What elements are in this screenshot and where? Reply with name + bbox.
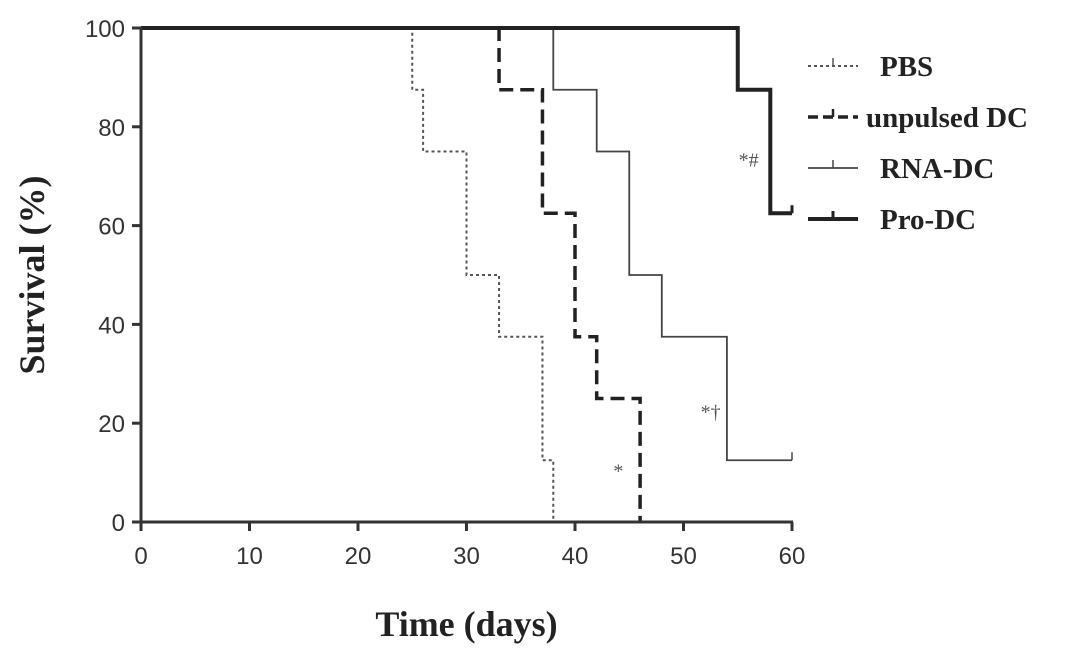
series-layer — [141, 26, 794, 522]
legend-label: PBS — [880, 51, 933, 83]
legend-label: Pro-DC — [880, 204, 976, 236]
series-line-unpulsed-dc — [141, 26, 642, 522]
axes-layer: 0 10 20 30 40 50 60 0 20 40 60 80 100 — [85, 16, 805, 570]
y-tick-label: 40 — [98, 312, 125, 339]
significance-annotation: *† — [701, 401, 721, 423]
x-tick-label: 60 — [779, 543, 806, 570]
legend-label: RNA-DC — [880, 153, 994, 185]
series-line-pbs — [141, 27, 555, 522]
y-axis-title: Survival (%) — [12, 175, 52, 374]
annotation-layer: *# *† * — [613, 149, 758, 482]
legend: PBS unpulsed DC RNA-DC Pro-DC — [808, 51, 1028, 236]
y-tick-label: 60 — [98, 214, 125, 241]
x-tick-label: 0 — [134, 543, 147, 570]
x-axis-title: Time (days) — [375, 604, 557, 644]
x-tick-label: 50 — [670, 543, 697, 570]
x-tick-label: 20 — [345, 543, 372, 570]
significance-annotation: * — [613, 461, 623, 483]
significance-annotation: *# — [739, 149, 759, 171]
y-tick-label: 0 — [112, 510, 125, 537]
y-tick-label: 100 — [85, 16, 125, 43]
series-line-pro-dc — [141, 26, 792, 216]
x-tick-label: 40 — [562, 543, 589, 570]
legend-label: unpulsed DC — [866, 102, 1028, 134]
y-tick-label: 20 — [98, 411, 125, 438]
x-tick-label: 30 — [453, 543, 480, 570]
series-line-rna-dc — [141, 27, 792, 462]
x-tick-label: 10 — [236, 543, 263, 570]
y-tick-label: 80 — [98, 115, 125, 142]
